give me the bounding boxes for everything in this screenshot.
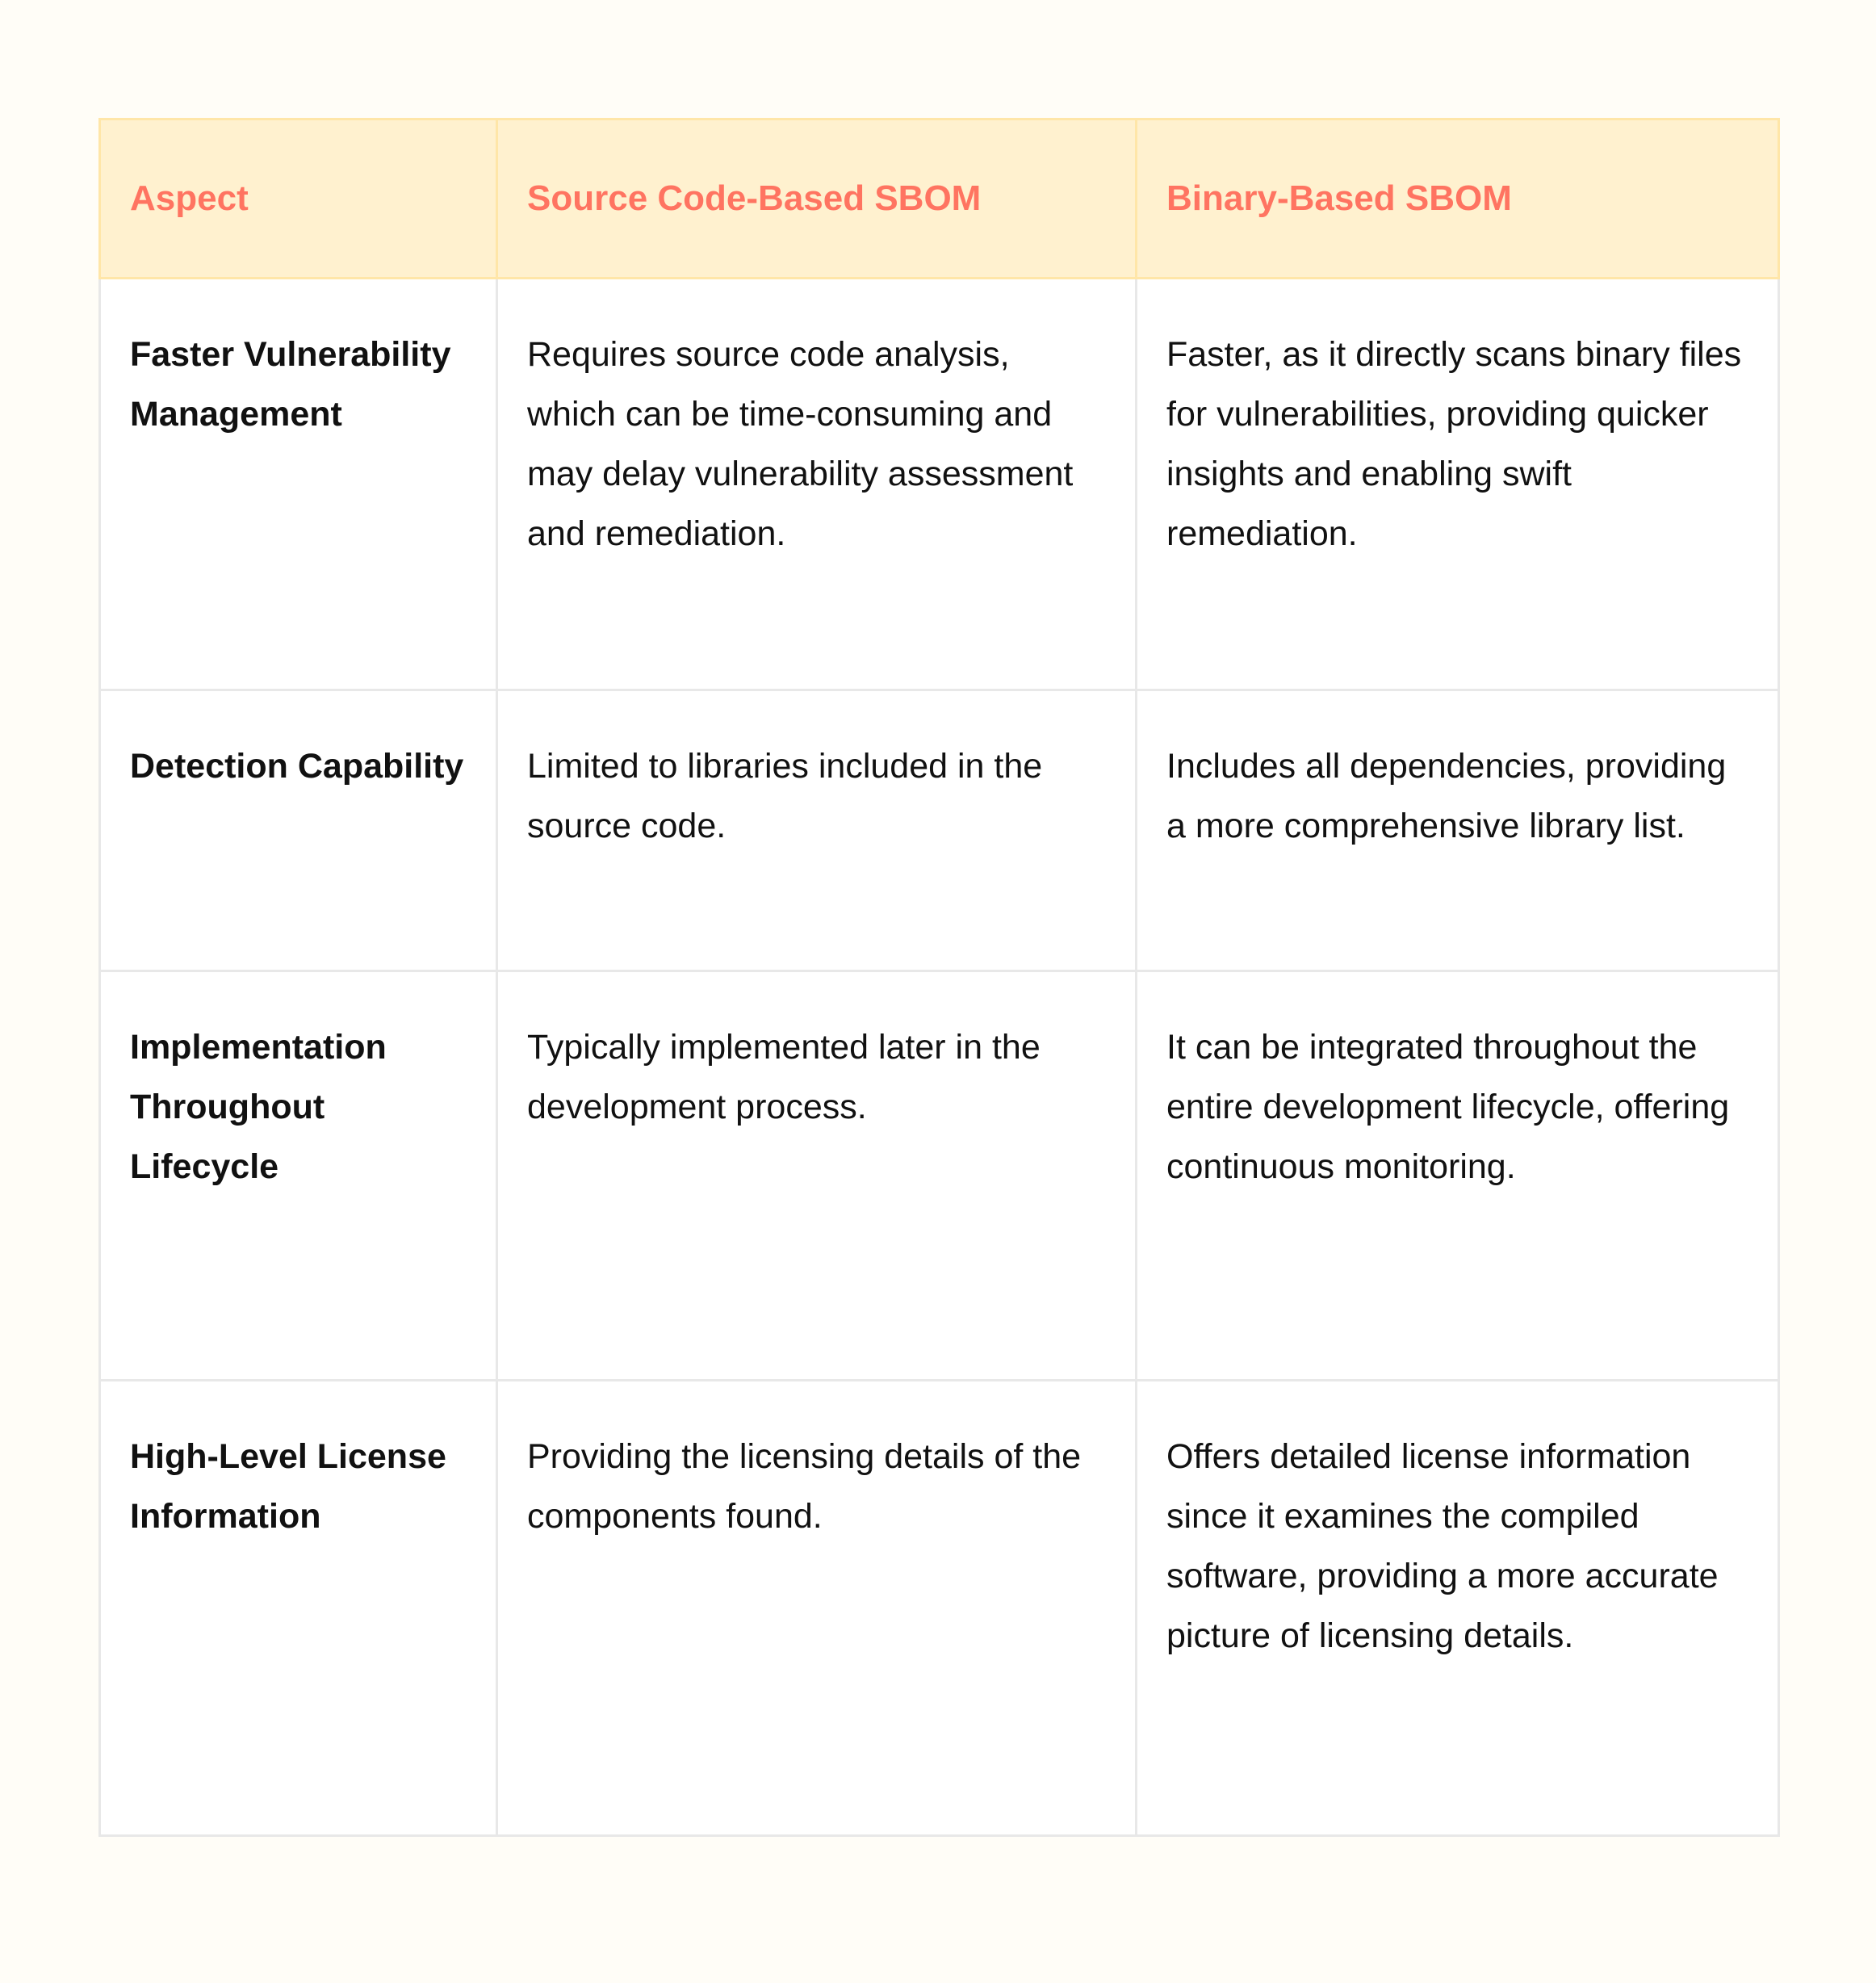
source-cell: Requires source code analysis, which can…	[496, 277, 1137, 691]
aspect-cell: Implementation Throughout Lifecycle	[98, 970, 498, 1381]
binary-cell: Includes all dependencies, providing a m…	[1135, 689, 1780, 972]
aspect-cell: Faster Vulnerability Management	[98, 277, 498, 691]
table-row: High-Level License Information Providing…	[98, 1379, 1780, 1837]
source-cell: Limited to libraries included in the sou…	[496, 689, 1137, 972]
header-aspect: Aspect	[98, 118, 498, 279]
aspect-cell: High-Level License Information	[98, 1379, 498, 1837]
binary-cell: It can be integrated throughout the enti…	[1135, 970, 1780, 1381]
table-row: Faster Vulnerability Management Requires…	[98, 277, 1780, 691]
comparison-table: Aspect Source Code-Based SBOM Binary-Bas…	[98, 118, 1780, 1837]
table-row: Detection Capability Limited to librarie…	[98, 689, 1780, 972]
binary-cell: Faster, as it directly scans binary file…	[1135, 277, 1780, 691]
table-row: Implementation Throughout Lifecycle Typi…	[98, 970, 1780, 1381]
aspect-cell: Detection Capability	[98, 689, 498, 972]
binary-cell: Offers detailed license information sinc…	[1135, 1379, 1780, 1837]
header-binary-sbom: Binary-Based SBOM	[1135, 118, 1780, 279]
header-row: Aspect Source Code-Based SBOM Binary-Bas…	[98, 118, 1780, 279]
source-cell: Providing the licensing details of the c…	[496, 1379, 1137, 1837]
header-source-sbom: Source Code-Based SBOM	[496, 118, 1137, 279]
source-cell: Typically implemented later in the devel…	[496, 970, 1137, 1381]
